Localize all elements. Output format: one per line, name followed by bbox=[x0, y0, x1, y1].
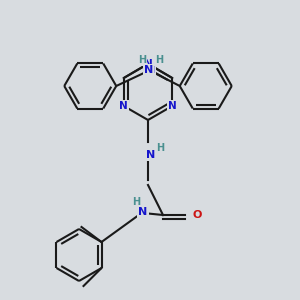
Text: N: N bbox=[146, 150, 156, 160]
Text: O: O bbox=[192, 210, 202, 220]
Text: N: N bbox=[119, 101, 128, 111]
Text: N: N bbox=[168, 101, 177, 111]
Text: H: H bbox=[156, 143, 164, 153]
Text: H: H bbox=[132, 197, 140, 207]
Text: N: N bbox=[144, 59, 152, 69]
Text: N: N bbox=[144, 65, 153, 75]
Text: N: N bbox=[146, 65, 155, 75]
Text: N: N bbox=[138, 207, 148, 217]
Text: H: H bbox=[138, 55, 146, 65]
Text: H: H bbox=[155, 55, 163, 65]
